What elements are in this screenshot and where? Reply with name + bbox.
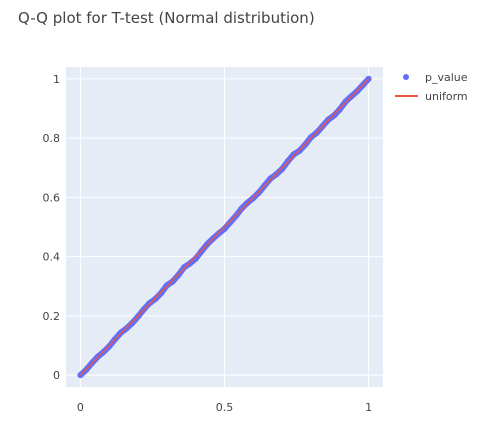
legend-label-uniform[interactable]: uniform: [425, 90, 468, 103]
y-tick-labels: 0 0.2 0.4 0.6 0.8 1: [43, 73, 61, 382]
x-tick-label: 0.5: [216, 401, 234, 414]
legend: p_value uniform: [395, 71, 468, 103]
data-point: [267, 175, 274, 182]
x-tick-label: 1: [365, 401, 372, 414]
data-point: [221, 225, 228, 232]
y-tick-label: 0.2: [43, 310, 61, 323]
y-tick-label: 1: [53, 73, 60, 86]
y-tick-label: 0.8: [43, 132, 61, 145]
y-tick-label: 0.6: [43, 191, 61, 204]
data-point: [169, 278, 176, 285]
p-value-series: [77, 75, 372, 379]
grid: [66, 67, 383, 387]
data-point: [331, 112, 338, 119]
chart-title: Q-Q plot for T-test (Normal distribution…: [18, 9, 315, 27]
legend-label-p-value[interactable]: p_value: [425, 71, 468, 84]
x-tick-label: 0: [77, 401, 84, 414]
y-tick-label: 0: [53, 369, 60, 382]
data-point: [279, 165, 286, 172]
legend-marker-p-value[interactable]: [403, 74, 409, 80]
y-tick-label: 0.4: [43, 251, 61, 264]
data-point: [129, 320, 136, 326]
data-point: [227, 219, 234, 226]
uniform-line-overlay: [79, 78, 370, 376]
data-point: [290, 151, 297, 158]
x-tick-labels: 0 0.5 1: [77, 401, 372, 414]
data-point: [181, 264, 188, 271]
